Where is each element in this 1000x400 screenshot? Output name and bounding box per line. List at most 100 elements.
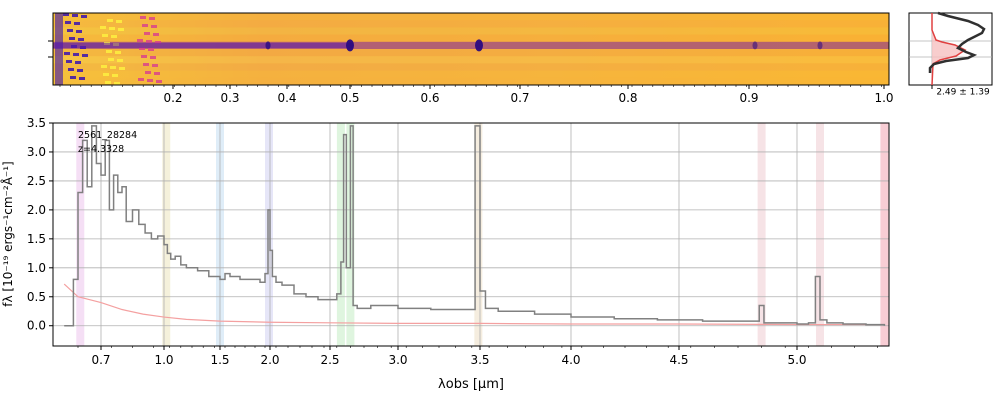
spectrum-2d-emission-blob [475, 39, 483, 52]
spectrum-2d-row [53, 70, 889, 78]
emission-line-band [880, 123, 889, 346]
top-axis-tick-label: 0.4 [277, 91, 296, 105]
spectrum-2d-rows [53, 13, 889, 85]
spectrum-2d-row [53, 49, 889, 57]
spectrum-2d-noise-pixel [142, 24, 148, 27]
spectrum-2d-row [53, 63, 889, 71]
y-axis-tick-label: 2.5 [27, 174, 46, 188]
spectrum-2d-noise-pixel [112, 74, 118, 77]
spectrum-2d-noise-pixel [106, 50, 112, 53]
spectrum-2d-noise-pixel [70, 76, 76, 79]
spectrum-2d-noise-pixel [76, 30, 82, 33]
spectrum-2d-emission-blob [752, 41, 758, 50]
spectrum-2d-noise-pixel [139, 47, 145, 50]
spectrum-2d-noise-pixel [105, 81, 111, 84]
emission-line-band [757, 123, 766, 346]
spectrum-2d-noise-pixel [100, 26, 106, 29]
spectrum-2d-noise-pixel [156, 80, 162, 83]
spectrum-2d-noise-pixel [77, 69, 83, 72]
spectrum-2d-row [53, 34, 889, 42]
spectrum-2d-noise-pixel [79, 77, 85, 80]
top-axis-tick-label: 0.5 [340, 91, 359, 105]
spectrum-2d-trace [53, 42, 353, 48]
y-axis-tick-label: 0.5 [27, 290, 46, 304]
spectrum-2d-noise-pixel [150, 56, 156, 59]
spectrum-2d-noise-pixel [75, 61, 81, 64]
y-axis-label: fλ [10⁻¹⁹ ergs⁻¹cm⁻²Å⁻¹] [0, 161, 15, 306]
top-axis-tick-label: 0.3 [220, 91, 239, 105]
spectrum-2d-noise-pixel [111, 35, 117, 38]
spectrum-2d-noise-pixel [118, 28, 124, 31]
emission-line-band [265, 123, 273, 346]
x-axis-tick-label: 0.7 [91, 353, 110, 367]
spectrum-2d-noise-pixel [63, 13, 69, 16]
x-axis-tick-label: 4.0 [561, 353, 580, 367]
spectrum-2d-noise-pixel [109, 27, 115, 30]
spectrum-2d-noise-pixel [115, 51, 121, 54]
x-axis-tick-label: 4.5 [669, 353, 688, 367]
y-axis-tick-label: 1.5 [27, 232, 46, 246]
spectrum-2d-noise-pixel [144, 32, 150, 35]
spectrum-2d-noise-pixel [155, 41, 161, 44]
spectrum-2d-noise-pixel [154, 72, 160, 75]
spectrum-2d-noise-pixel [81, 15, 87, 18]
x-axis-tick-label: 2.0 [260, 353, 279, 367]
spectrum-2d-noise-pixel [145, 71, 151, 74]
emission-line-band [162, 123, 171, 346]
y-axis-tick-label: 3.5 [27, 116, 46, 130]
spectrum-2d-emission-blob [817, 41, 823, 50]
y-axis-tick-label: 1.0 [27, 261, 46, 275]
spectrum-2d-edge-strip [55, 13, 63, 85]
spectrum-1d-panel: 0.7 1.0 1.5 2.0 2.5 3.0 3.5 4.0 4.5 5.0 0.0 0.5 1.0… [0, 116, 890, 392]
spectrum-2d-noise-pixel [147, 79, 153, 82]
x-axis-tick-label: 2.5 [320, 353, 339, 367]
spectrum-2d-noise-pixel [64, 52, 70, 55]
spectrum-2d-row [53, 41, 889, 49]
x-axis-tick-label: 1.5 [210, 353, 229, 367]
y-axis-ticks: 0.0 0.5 1.0 1.5 2.0 2.5 3.0 3.5 [27, 116, 53, 333]
spectrum-2d-noise-pixel [148, 48, 154, 51]
x-axis-tick-label: 3.5 [470, 353, 489, 367]
top-axis-tick-label: 0.8 [618, 91, 637, 105]
histogram-label: 2.49 ± 1.39 [936, 88, 990, 98]
x-axis-ticks: 0.7 1.0 1.5 2.0 2.5 3.0 3.5 4.0 4.5 5.0 [77, 346, 878, 367]
histogram-panel: 2.49 ± 1.39 [908, 11, 993, 98]
histogram-black-outline [928, 11, 986, 73]
spectrum-2d-noise-pixel [101, 65, 107, 68]
spectrum-2d-noise-pixel [138, 78, 144, 81]
spectrum-2d-noise-pixel [141, 55, 147, 58]
histogram-red-fill [932, 13, 965, 85]
spectrum-2d-row [53, 77, 889, 85]
spectrum-2d-noise-pixel [102, 34, 108, 37]
spectrum-2d-row [53, 27, 889, 35]
top-axis-tick-label: 0.7 [510, 91, 529, 105]
emission-line-band [336, 123, 345, 346]
spectrum-2d-noise-pixel [116, 20, 122, 23]
spectrum-2d-noise-pixel [67, 29, 73, 32]
spectrum-2d-noise-pixel [65, 21, 71, 24]
spectrum-2d-row [53, 13, 889, 21]
spectrum-2d-emission-blob [265, 41, 271, 50]
spectrum-2d-noise-pixel [146, 40, 152, 43]
x-axis-tick-label: 5.0 [787, 353, 806, 367]
spectrum-2d-noise-pixel [137, 39, 143, 42]
spectrum-2d-noise-pixel [149, 17, 155, 20]
top-axis-tick-label: 0.6 [420, 91, 439, 105]
spectrum-2d-noise-pixel [68, 68, 74, 71]
spectrum-2d-row [53, 20, 889, 28]
spectrum-2d-frame [52, 12, 890, 86]
spectrum-2d-panel: 0.2 0.3 0.4 0.5 0.6 0.7 0.8 0.9 1.0 [48, 12, 894, 105]
spectrum-2d-noise-pixel [69, 37, 75, 40]
x-axis-tick-label: 1.0 [154, 353, 173, 367]
spectrum-2d-blobs [265, 39, 823, 52]
x-axis-label: λobs [μm] [438, 377, 504, 392]
spectrum-2d-noise-pixel [74, 22, 80, 25]
spectrum-2d-noise-pixel [110, 66, 116, 69]
spectrum-2d-noise-pixel [152, 64, 158, 67]
emission-line-band [816, 123, 824, 346]
flux-series [64, 125, 886, 327]
emission-line-band [474, 123, 483, 346]
spectrum-2d-noise-pixel [117, 59, 123, 62]
spectrum-2d-noise-pixel [103, 73, 109, 76]
